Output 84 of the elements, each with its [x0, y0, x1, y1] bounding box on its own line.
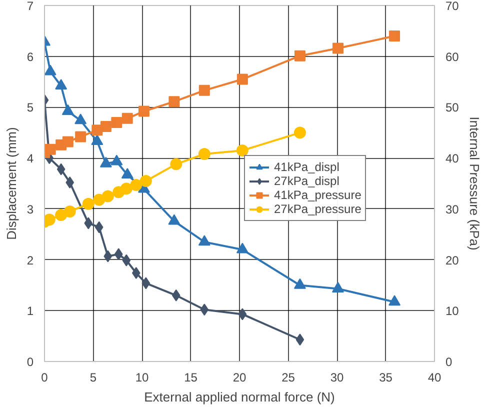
x-tick-label: 20 [232, 370, 246, 384]
y2-tick-label: 70 [446, 0, 460, 13]
x-tick-label: 40 [428, 370, 442, 384]
y-tick-label: 2 [26, 253, 34, 268]
y-tick-label: 3 [26, 202, 34, 216]
point [75, 131, 86, 142]
x-tick-label: 30 [330, 370, 344, 384]
y-tick-label: 4 [26, 152, 34, 166]
point [168, 96, 180, 108]
point [388, 295, 401, 306]
y-axis-title: Displacement (mm) [4, 127, 19, 240]
point [296, 334, 304, 346]
point [140, 174, 152, 187]
y-tick-label: 1 [26, 304, 34, 318]
point [142, 277, 150, 290]
point [104, 250, 112, 262]
point [122, 112, 133, 124]
y2-tick-label: 60 [446, 50, 460, 64]
x-axis-title: External applied normal force (N) [144, 390, 335, 404]
point [294, 126, 306, 139]
point [102, 190, 114, 202]
point [84, 217, 93, 230]
point [55, 209, 68, 222]
point [114, 248, 123, 260]
legend-label: 41kPa_displ [274, 160, 340, 174]
x-tick-label: 10 [135, 370, 149, 384]
point [62, 136, 74, 148]
point [294, 50, 306, 62]
y2-tick-label: 30 [446, 202, 460, 216]
point [236, 74, 248, 85]
point [332, 282, 344, 292]
point [138, 106, 150, 117]
y2-tick-label: 40 [446, 152, 460, 166]
point [168, 214, 180, 225]
point [120, 182, 132, 195]
point [172, 289, 180, 302]
y-tick-label: 5 [26, 100, 34, 115]
point [94, 221, 104, 234]
y2-tick-label: 50 [446, 100, 460, 115]
point [64, 205, 76, 218]
point [110, 154, 123, 166]
point [332, 42, 344, 54]
point [44, 64, 56, 76]
x-tick-label: 25 [282, 370, 296, 384]
point [111, 116, 122, 128]
point [236, 242, 248, 254]
legend-label: 27kPa_displ [274, 174, 340, 188]
y-tick-label: 7 [26, 0, 34, 13]
point [132, 267, 140, 280]
x-tick-label: 35 [379, 370, 393, 384]
y2-tick-label: 0 [446, 355, 452, 369]
x-tick-label: 0 [41, 370, 48, 384]
y-tick-label: 0 [26, 355, 34, 369]
point [198, 235, 210, 246]
point [93, 194, 106, 206]
point [62, 104, 74, 115]
y-tick-label: 6 [26, 50, 34, 64]
y2-axis-title: Internal Pressure (kPa) [466, 116, 482, 250]
x-tick-label: 15 [184, 370, 198, 384]
point [66, 176, 74, 188]
point [44, 144, 56, 155]
point [294, 278, 306, 289]
point [130, 179, 142, 192]
legend-label: 41kPa_pressure [274, 188, 362, 202]
point [198, 84, 210, 96]
point [74, 114, 87, 124]
point [236, 144, 248, 156]
point [56, 163, 66, 176]
point [389, 30, 400, 42]
point [91, 134, 104, 145]
point [238, 308, 247, 320]
point [200, 304, 209, 316]
point [121, 168, 134, 179]
x-tick-label: 5 [90, 370, 97, 384]
y2-tick-label: 20 [446, 253, 460, 268]
y2-tick-label: 10 [446, 304, 460, 318]
point [55, 79, 68, 90]
point [100, 156, 112, 168]
point [198, 148, 210, 160]
point [100, 121, 112, 132]
point [170, 158, 182, 170]
point [122, 254, 131, 266]
point [82, 198, 94, 210]
legend-label: 27kPa_pressure [274, 202, 362, 216]
